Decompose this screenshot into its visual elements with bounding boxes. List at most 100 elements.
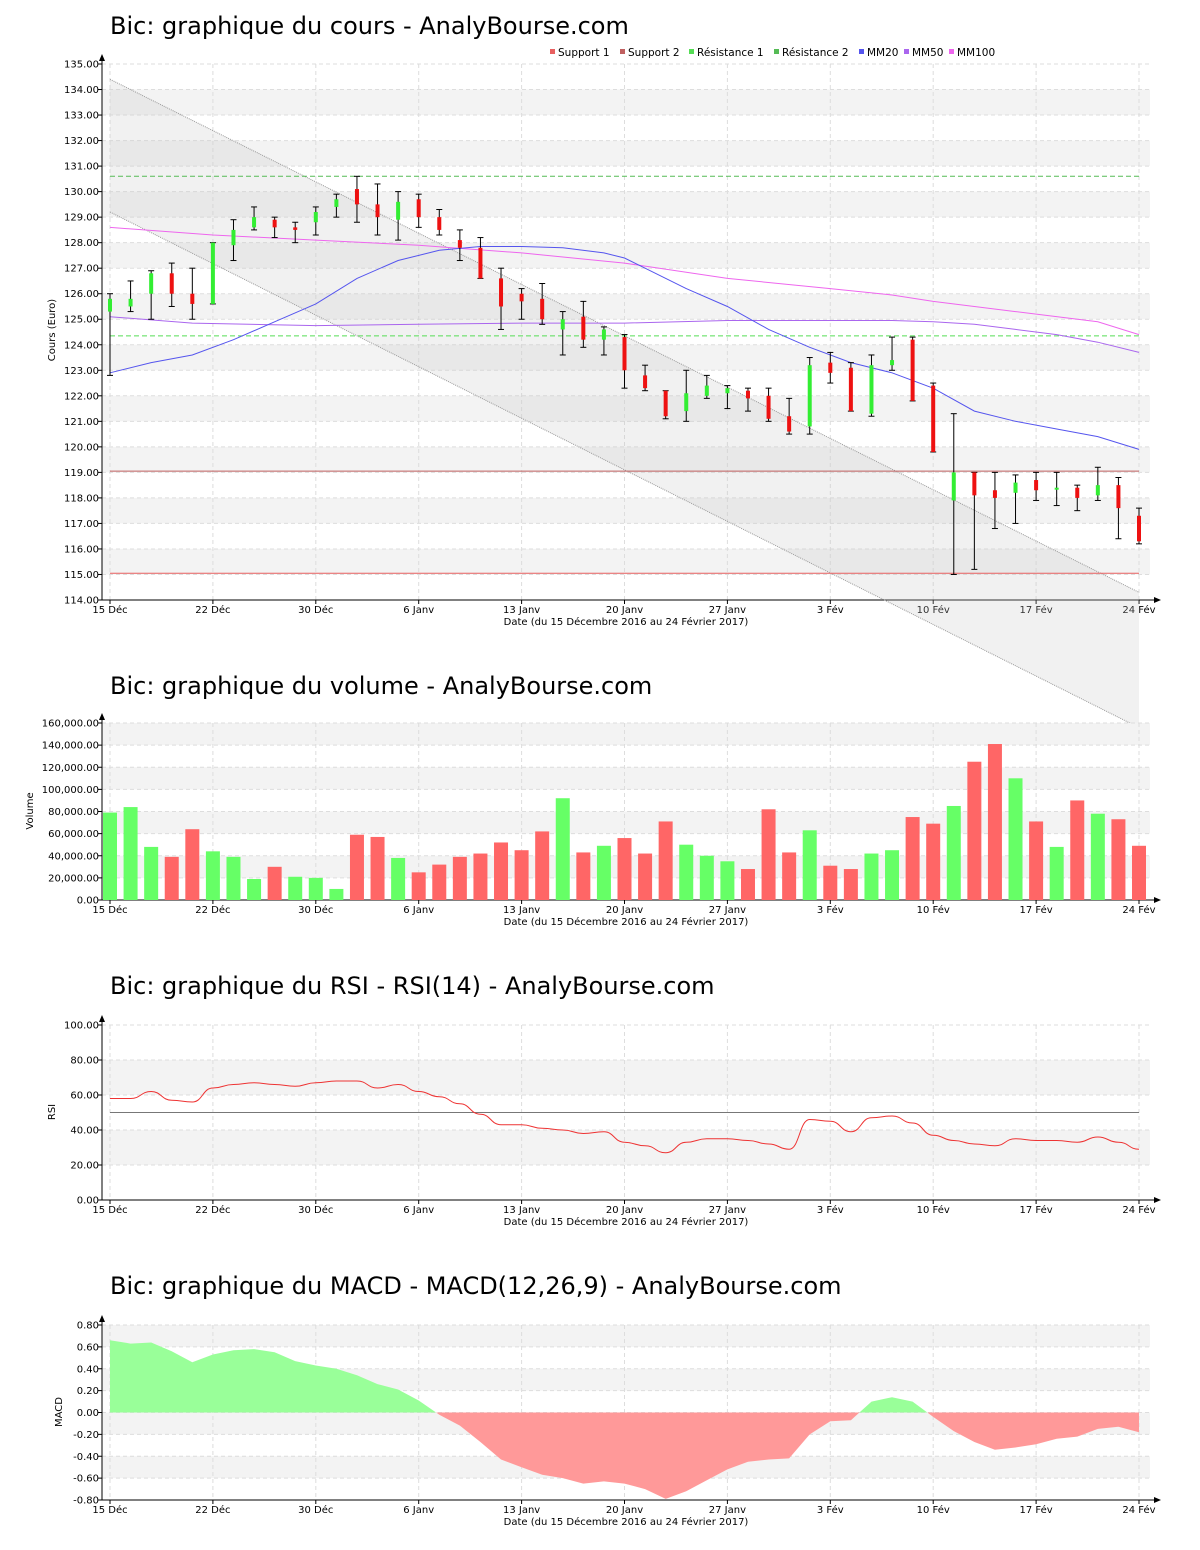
volume-bar	[164, 856, 179, 900]
legend-swatch	[859, 49, 864, 54]
y-tick-label: 0.80	[77, 1321, 99, 1332]
candle-body	[848, 367, 853, 412]
y-tick-label: 40,000.00	[48, 851, 99, 862]
volume-bar	[926, 823, 941, 900]
y-tick-label: -0.80	[73, 1496, 99, 1507]
volume-bar	[782, 852, 797, 900]
x-tick-label: 3 Fév	[817, 904, 844, 916]
candle-body	[807, 365, 812, 427]
y-tick-label: 0.60	[77, 1342, 99, 1353]
x-axis-arrow	[1154, 1497, 1161, 1503]
volume-bar	[679, 844, 694, 900]
y-axis-arrow	[99, 1315, 105, 1322]
volume-bar	[905, 817, 920, 900]
x-tick-label: 24 Fév	[1122, 1204, 1155, 1216]
candle-body	[766, 395, 771, 419]
y-tick-label: 129.00	[64, 213, 99, 224]
y-tick-label: 134.00	[64, 85, 99, 96]
candle-body	[108, 298, 112, 312]
y-tick-label: 140,000.00	[42, 741, 99, 752]
rsi-x-axis-label: Date (du 15 Décembre 2016 au 24 Février …	[504, 1216, 749, 1228]
volume-bar	[658, 821, 673, 900]
candle-body	[787, 416, 792, 432]
x-tick-label: 6 Janv	[403, 1205, 434, 1216]
price-x-axis-label: Date (du 15 Décembre 2016 au 24 Février …	[504, 616, 749, 628]
y-tick-label: 128.00	[64, 238, 99, 249]
price-chart-title: Bic: graphique du cours - AnalyBourse.co…	[110, 12, 629, 40]
y-tick-label: 120,000.00	[42, 763, 99, 774]
candle-body	[951, 472, 956, 501]
candle-body	[334, 199, 339, 207]
rsi-y-axis-label: RSI	[47, 1104, 58, 1120]
rsi-chart-title: Bic: graphique du RSI - RSI(14) - AnalyB…	[110, 972, 715, 1000]
candle-body	[1116, 485, 1121, 509]
x-tick-label: 27 Janv	[709, 905, 746, 916]
y-axis-arrow	[99, 713, 105, 720]
x-tick-label: 15 Déc	[92, 604, 127, 616]
x-tick-label: 3 Fév	[817, 1504, 844, 1516]
volume-bar	[185, 829, 200, 900]
candle-body	[622, 337, 627, 371]
y-tick-label: -0.40	[73, 1452, 99, 1463]
x-tick-label: 17 Fév	[1020, 904, 1053, 916]
x-tick-label: 30 Déc	[298, 904, 333, 916]
x-tick-label: 30 Déc	[298, 604, 333, 616]
y-tick-label: 60,000.00	[48, 829, 99, 840]
volume-bar	[1070, 800, 1085, 900]
volume-bar	[1090, 813, 1105, 900]
y-tick-label: 20.00	[70, 1161, 99, 1172]
macd-positive-area	[110, 1340, 437, 1413]
x-tick-label: 13 Janv	[503, 605, 540, 616]
legend-label: MM50	[912, 47, 943, 59]
x-tick-label: 17 Fév	[1020, 1504, 1053, 1516]
x-tick-label: 15 Déc	[92, 904, 127, 916]
macd-y-axis-label: MACD	[54, 1397, 65, 1427]
y-tick-label: 20,000.00	[48, 873, 99, 884]
volume-bar	[761, 809, 776, 900]
legend-label: Support 2	[628, 47, 680, 59]
grid-band	[102, 89, 1150, 116]
candle-body	[745, 390, 750, 399]
candle-body	[272, 219, 277, 228]
volume-bar	[576, 852, 591, 900]
y-tick-label: 116.00	[64, 544, 99, 555]
volume-bar	[1029, 821, 1044, 900]
candle-body	[828, 362, 833, 373]
candle-body	[910, 339, 915, 401]
y-tick-label: 100.00	[64, 1021, 99, 1032]
volume-bar	[535, 831, 550, 900]
volume-bar	[555, 798, 570, 900]
volume-bar	[473, 853, 488, 900]
legend-swatch	[774, 49, 779, 54]
grid-band	[102, 1060, 1150, 1095]
y-tick-label: 135.00	[64, 60, 99, 71]
x-tick-label: 20 Janv	[606, 1505, 643, 1516]
volume-bar	[329, 888, 344, 900]
x-tick-label: 24 Fév	[1122, 1504, 1155, 1516]
candle-body	[1034, 480, 1039, 491]
y-tick-label: 80.00	[70, 1056, 99, 1067]
grid-band	[102, 548, 1150, 575]
legend-swatch	[550, 49, 555, 54]
x-tick-label: 17 Fév	[1020, 1204, 1053, 1216]
volume-bar	[740, 869, 755, 900]
candle-body	[437, 217, 442, 230]
volume-bar	[946, 805, 961, 900]
grid-band	[102, 1130, 1150, 1165]
y-tick-label: 132.00	[64, 136, 99, 147]
grid-band	[102, 395, 1150, 422]
volume-chart: Bic: graphique du volume - AnalyBourse.c…	[25, 672, 1161, 928]
volume-bar	[987, 744, 1002, 900]
volume-bar	[885, 850, 900, 900]
price-y-axis-label: Cours (Euro)	[47, 299, 58, 362]
candle-body	[663, 390, 668, 417]
volume-bar	[123, 807, 138, 900]
x-tick-label: 15 Déc	[92, 1504, 127, 1516]
x-tick-label: 13 Janv	[503, 1205, 540, 1216]
y-tick-label: -0.60	[73, 1474, 99, 1485]
candle-body	[293, 227, 298, 230]
y-tick-label: 117.00	[64, 519, 99, 530]
legend-label: Résistance 2	[782, 47, 849, 59]
volume-bar	[226, 856, 241, 900]
macd-negative-area	[927, 1412, 1139, 1450]
